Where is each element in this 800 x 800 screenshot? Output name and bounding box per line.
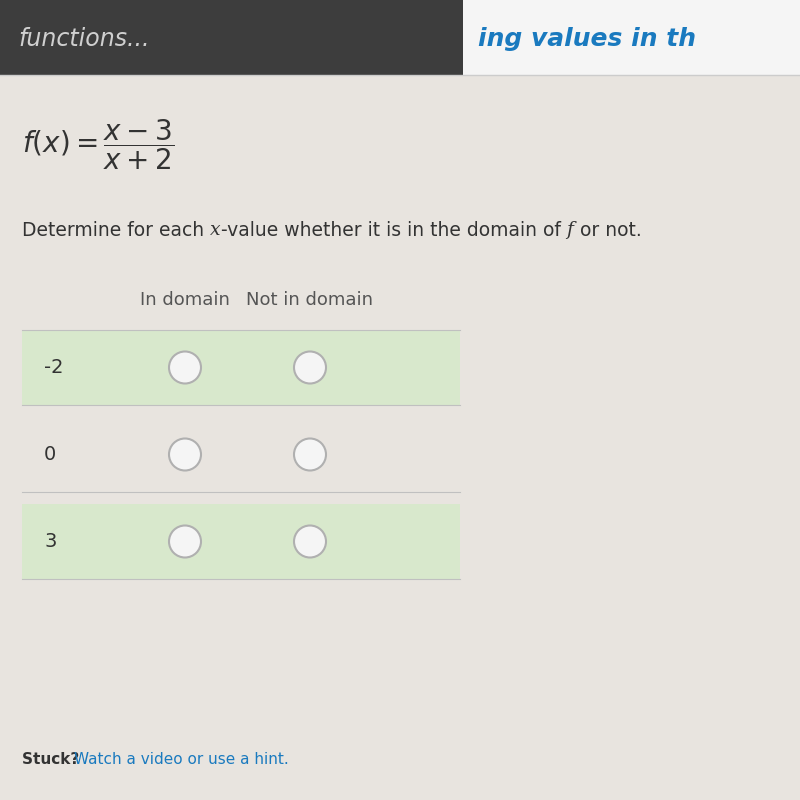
Text: Determine for each: Determine for each	[22, 221, 210, 239]
Text: or not.: or not.	[574, 221, 642, 239]
Text: 3: 3	[44, 532, 56, 551]
Circle shape	[169, 526, 201, 558]
Text: $f(x) = \dfrac{x-3}{x+2}$: $f(x) = \dfrac{x-3}{x+2}$	[22, 118, 174, 172]
Bar	[22, 417, 460, 492]
Bar	[0, 0, 463, 75]
Circle shape	[294, 351, 326, 383]
Bar	[22, 330, 460, 405]
Bar	[463, 0, 800, 75]
Circle shape	[169, 438, 201, 470]
Text: f: f	[566, 221, 574, 239]
Text: ing values in th: ing values in th	[478, 27, 696, 51]
Text: In domain: In domain	[140, 291, 230, 309]
Text: -2: -2	[44, 358, 63, 377]
Text: Watch a video or use a hint.: Watch a video or use a hint.	[74, 753, 289, 767]
Bar	[22, 504, 460, 579]
Circle shape	[294, 526, 326, 558]
Text: x: x	[210, 221, 221, 239]
Circle shape	[169, 351, 201, 383]
Text: functions...: functions...	[18, 27, 150, 51]
Text: Stuck?: Stuck?	[22, 753, 85, 767]
Text: -value whether it is in the domain of: -value whether it is in the domain of	[221, 221, 566, 239]
Text: Not in domain: Not in domain	[246, 291, 374, 309]
Text: 0: 0	[44, 445, 56, 464]
Circle shape	[294, 438, 326, 470]
